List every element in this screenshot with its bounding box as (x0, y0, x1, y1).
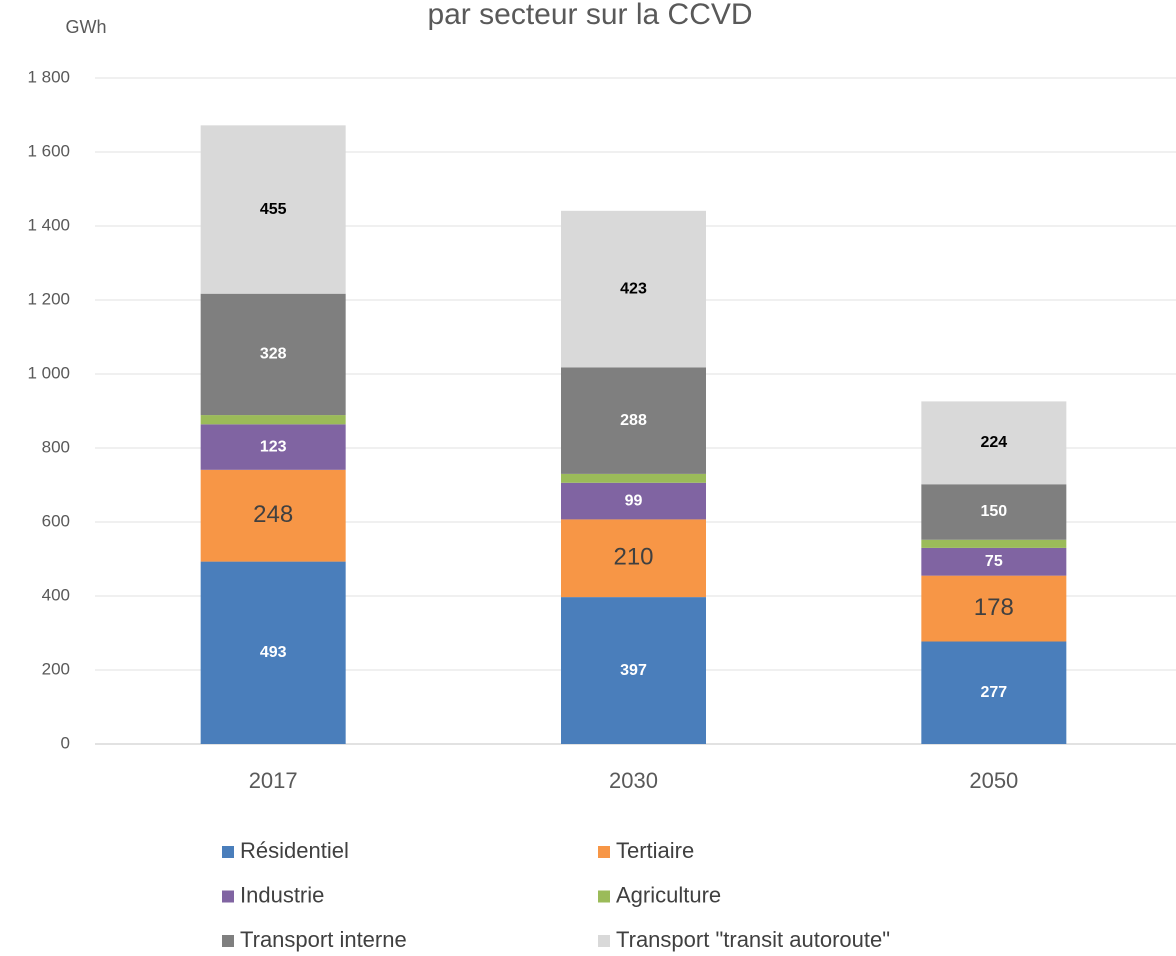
legend-swatch (222, 935, 234, 947)
bar-segment (200, 293, 346, 416)
bar-segment (200, 424, 346, 470)
data-label: 397 (620, 662, 647, 679)
data-label: 328 (260, 346, 287, 363)
bar-segment (561, 473, 706, 483)
data-label: 277 (980, 684, 1007, 701)
y-tick-label: 1 400 (27, 215, 70, 234)
y-tick-label: 1 000 (27, 363, 70, 382)
x-tick-label: 2050 (969, 768, 1018, 793)
legend-swatch (598, 890, 610, 903)
data-label: 210 (613, 544, 653, 571)
bar-segment (921, 547, 1067, 576)
y-tick-label: 400 (42, 585, 70, 604)
legend-label: Tertiaire (616, 838, 694, 863)
y-axis-label: GWh (65, 17, 106, 37)
bar-segment (921, 641, 1067, 744)
y-tick-label: 800 (42, 437, 70, 456)
bar-segment (921, 575, 1067, 642)
x-tick-label: 2030 (609, 768, 658, 793)
legend-swatch (222, 890, 234, 903)
bar-segment (921, 539, 1067, 548)
data-label: 75 (985, 553, 1003, 570)
data-label: 423 (620, 280, 647, 297)
legend-label: Agriculture (616, 882, 721, 907)
legend-label: Industrie (240, 882, 324, 907)
data-label: 455 (260, 201, 287, 218)
chart-title: par secteur sur la CCVD (427, 0, 752, 31)
legend-swatch (598, 846, 610, 858)
bar-segment (561, 210, 706, 368)
legend-swatch (598, 935, 610, 947)
y-tick-label: 600 (42, 511, 70, 530)
y-tick-label: 1 200 (27, 289, 70, 308)
data-label: 288 (620, 412, 647, 429)
y-tick-label: 1 800 (27, 67, 70, 86)
x-tick-label: 2017 (249, 768, 298, 793)
data-label: 248 (253, 501, 293, 528)
data-label: 150 (980, 503, 1007, 520)
legend-label: Résidentiel (240, 838, 349, 863)
data-label: 99 (625, 492, 643, 509)
legend-label: Transport "transit autoroute" (616, 927, 890, 952)
data-label: 178 (974, 594, 1014, 621)
bar-segment (200, 561, 346, 744)
data-label: 123 (260, 438, 287, 455)
data-label: 493 (260, 644, 287, 661)
y-tick-label: 200 (42, 659, 70, 678)
bar-segment (561, 367, 706, 474)
y-tick-label: 1 600 (27, 141, 70, 160)
bar-segment (921, 484, 1067, 540)
data-label: 224 (980, 434, 1007, 451)
bar-segment (561, 482, 706, 520)
bar-segment (200, 415, 346, 425)
y-tick-label: 0 (61, 733, 70, 752)
bar-segment (921, 401, 1067, 485)
bar-segment (561, 519, 706, 598)
bar-segment (200, 125, 346, 294)
bar-segment (200, 469, 346, 562)
bar-segment (561, 597, 706, 744)
legend-label: Transport interne (240, 927, 407, 952)
legend-swatch (222, 846, 234, 858)
